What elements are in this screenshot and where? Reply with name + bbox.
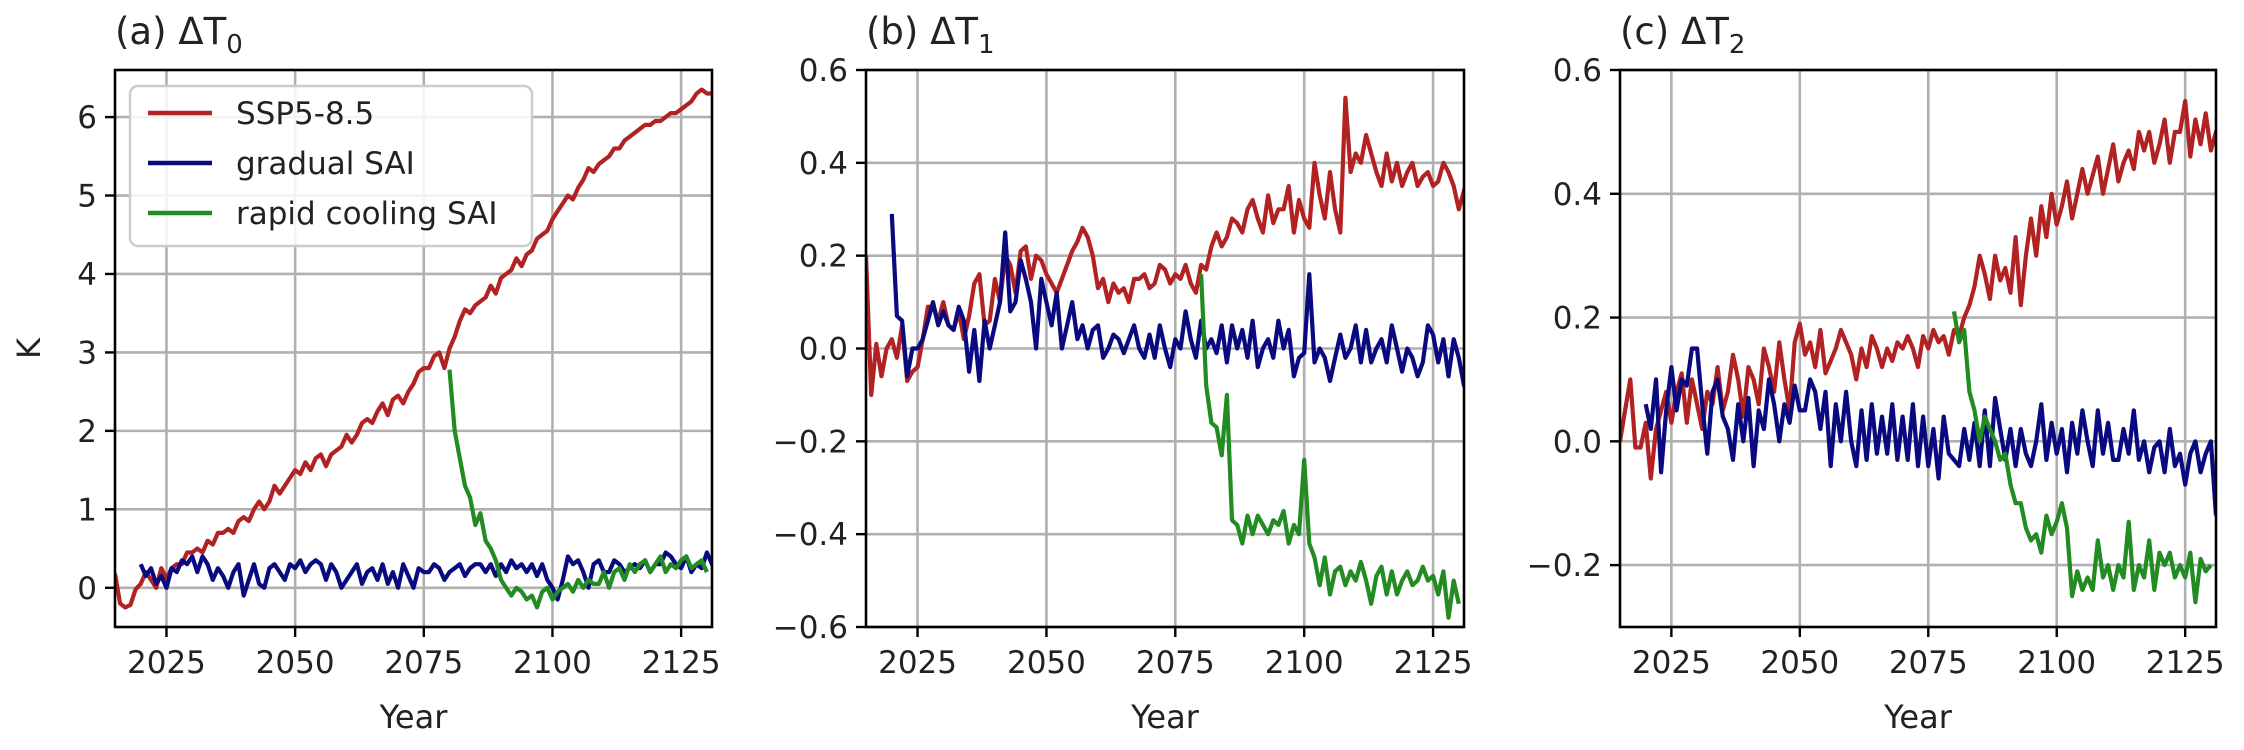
y-tick-label: 1 [77,492,97,528]
y-tick-label: −0.2 [773,424,848,460]
y-tick-label: 0 [77,571,97,607]
series-line-gradual-sai [889,213,1464,388]
panel-c: 2025 2050 2075 2100 2125 −0.2 0.0 0.2 0.4 0.6 Year… [1527,10,2225,736]
x-tick-label: 2100 [1265,645,1344,681]
x-tick-label: 2050 [256,645,335,681]
panel-title-main: (a) ΔT [115,10,227,53]
panel-title-subscript: 1 [978,30,995,60]
y-tick-label: 0.6 [1553,53,1602,89]
x-tick-label: 2025 [127,645,206,681]
y-tick-label: 0.0 [799,332,848,368]
legend: SSP5-8.5 gradual SAI rapid cooling SAI [128,84,534,248]
legend-box [128,84,534,248]
x-tick-label: 2025 [1632,645,1711,681]
y-tick-label: 0.2 [1553,301,1602,337]
x-tick-label: 2075 [1889,645,1968,681]
x-tick-label: 2125 [1394,645,1473,681]
series-line-ssp5-8-5 [115,87,712,610]
series-line-rapid-cooling-sai [1199,274,1461,620]
x-tick-label: 2125 [642,645,721,681]
x-tick-label: 2050 [1007,645,1086,681]
series-group [1620,98,2216,605]
y-tick-label: 0.4 [799,146,848,182]
series-line-rapid-cooling-sai [1951,311,2213,605]
panel-title: (c) ΔT2 [1620,10,1745,60]
axes-frame [1618,68,2218,629]
x-axis-label: Year [1883,698,1953,736]
x-tick-label: 2125 [2146,645,2225,681]
series-line-gradual-sai [1643,346,2216,516]
legend-label: SSP5-8.5 [236,96,374,132]
y-tick-label: 4 [77,257,97,293]
x-axis-label: Year [1130,698,1200,736]
x-tick-label: 2100 [513,645,592,681]
x-tick-label: 2075 [384,645,463,681]
x-axis-label: Year [379,698,449,736]
y-tick-label: 2 [77,414,97,450]
panel-title-main: (b) ΔT [866,10,978,53]
y-tick-label: 6 [77,100,97,136]
y-tick-label: 0.6 [799,53,848,89]
panel-title-subscript: 2 [1729,30,1746,60]
panel-title-main: (c) ΔT [1620,10,1729,53]
y-tick-label: 0.4 [1553,177,1602,213]
y-tick-label: −0.4 [773,517,848,553]
y-tick-label: 0.0 [1553,424,1602,460]
panel-b: 2025 2050 2075 2100 2125 −0.6 −0.4 −0.2 0.0 0.2 0.… [773,10,1473,736]
y-tick-label: −0.6 [773,610,848,646]
series-group [866,95,1464,620]
series-line-rapid-cooling-sai [447,369,709,610]
x-tick-label: 2100 [2017,645,2096,681]
panel-title-subscript: 0 [226,30,243,60]
series-group [115,87,712,610]
y-tick-label: 5 [77,179,97,215]
y-tick-label: 0.2 [799,239,848,275]
x-tick-label: 2075 [1136,645,1215,681]
panel-title: (b) ΔT1 [866,10,995,60]
x-tick-label: 2050 [1760,645,1839,681]
legend-label: rapid cooling SAI [236,196,498,232]
x-tick-label: 2025 [878,645,957,681]
axes-frame [113,68,714,629]
legend-label: gradual SAI [236,146,415,182]
y-tick-label: −0.2 [1527,548,1602,584]
panel-title: (a) ΔT0 [115,10,243,60]
series-line-ssp5-8-5 [866,95,1464,397]
y-axis-label: K [10,337,48,359]
series-line-gradual-sai [138,550,712,602]
y-tick-label: 3 [77,335,97,371]
